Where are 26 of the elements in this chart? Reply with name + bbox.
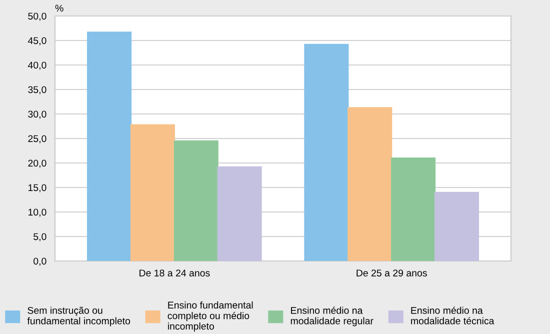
legend-label: Ensino médio na modalidade regular [290,306,374,326]
y-tick-label: 35,0 [28,86,46,94]
y-tick-label: 40,0 [28,62,46,70]
y-tick-label: 50,0 [28,12,46,21]
bar [348,107,392,261]
y-tick-label: 0,0 [34,258,46,266]
bar [174,140,218,261]
bar [391,158,436,261]
bar [87,32,132,261]
y-tick-label: 5,0 [34,233,46,242]
legend-label: Ensino fundamental completo ou médio incompleto [168,301,253,332]
y-tick-label: 30,0 [28,110,46,119]
x-tick-label: De 18 a 24 anos [140,270,210,276]
y-tick-label: 45,0 [28,37,46,46]
bar [130,124,175,261]
bar [434,192,479,261]
y-tick-label: 20,0 [28,160,46,168]
legend-label: Ensino médio na modalidade técnica [411,306,494,324]
bar [304,44,349,261]
y-tick-label: 15,0 [28,184,46,192]
bar [217,166,262,261]
y-tick-label: 25,0 [28,135,46,144]
x-tick-label: De 25 a 29 anos [356,270,427,276]
legend-label: Sem instrução ou fundamental incompleto [27,306,130,326]
y-tick-label: 10,0 [28,208,46,217]
y-axis-title: % [55,4,64,12]
